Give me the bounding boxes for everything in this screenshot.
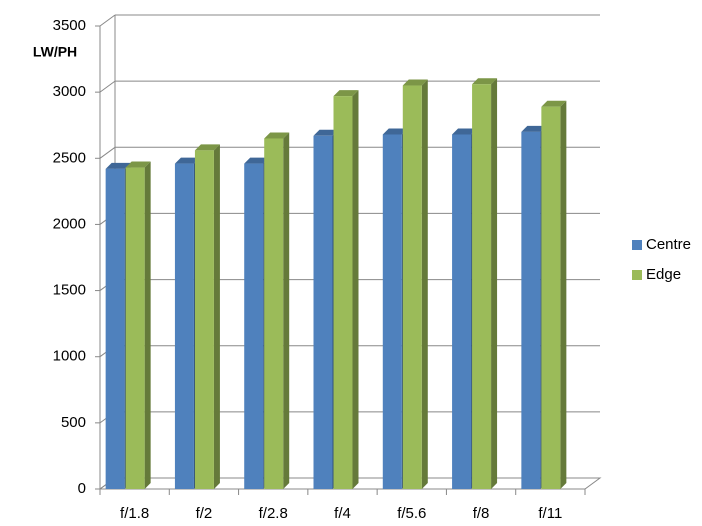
x-tick-label: f/11 [538, 505, 562, 522]
y-tick-label: 3500 [53, 17, 86, 34]
bar-side [491, 78, 498, 489]
bar [313, 135, 333, 489]
y-tick-label: 2500 [53, 149, 86, 166]
bar-top [313, 129, 339, 136]
bar-top [244, 157, 270, 164]
bar [244, 163, 264, 489]
bar [125, 167, 145, 489]
bar [382, 134, 402, 489]
x-tick-label: f/4 [334, 505, 351, 522]
bar-side [144, 161, 151, 489]
grid-line [99, 14, 116, 27]
bar [402, 85, 422, 490]
legend-swatch [632, 240, 642, 250]
y-tick-label: 500 [61, 414, 86, 431]
bar-side [213, 144, 220, 489]
bar [174, 163, 194, 489]
bar [333, 96, 353, 490]
x-tick-label: f/5.6 [397, 505, 426, 522]
x-tick-label: f/1.8 [120, 505, 149, 522]
y-tick-label: 0 [78, 480, 86, 497]
x-tick-label: f/2 [196, 505, 213, 522]
grid-line [99, 146, 116, 159]
legend-label: Centre [646, 236, 691, 253]
bar-side [421, 79, 428, 490]
bar-top [452, 128, 478, 135]
legend-label: Edge [646, 266, 681, 283]
bar-top [382, 128, 408, 135]
bar-top [174, 157, 200, 164]
x-tick-label: f/8 [473, 505, 490, 522]
bar-top [125, 161, 151, 168]
y-tick-label: 1000 [53, 348, 86, 365]
bar [452, 134, 472, 489]
bar [194, 150, 214, 489]
bar-top [264, 132, 290, 139]
bar-side [352, 90, 359, 490]
bar-side [560, 100, 567, 490]
grid-line [99, 80, 116, 93]
bar-top [194, 144, 220, 151]
bar [105, 168, 125, 489]
legend-swatch [632, 270, 642, 280]
bar [472, 84, 492, 489]
bar-top [105, 162, 131, 169]
bar-top [333, 90, 359, 97]
bar [264, 138, 284, 489]
y-tick-label: 3000 [53, 83, 86, 100]
bar-top [541, 100, 567, 107]
y-axis-title: LW/PH [33, 44, 77, 60]
bar [521, 131, 541, 490]
y-tick-label: 1500 [53, 282, 86, 299]
bar-top [472, 78, 498, 85]
bar [541, 106, 561, 490]
bar-top [521, 125, 547, 132]
bar-top [402, 79, 428, 86]
x-tick-label: f/2.8 [259, 505, 288, 522]
y-tick-label: 2000 [53, 215, 86, 232]
bar-side [283, 132, 290, 489]
